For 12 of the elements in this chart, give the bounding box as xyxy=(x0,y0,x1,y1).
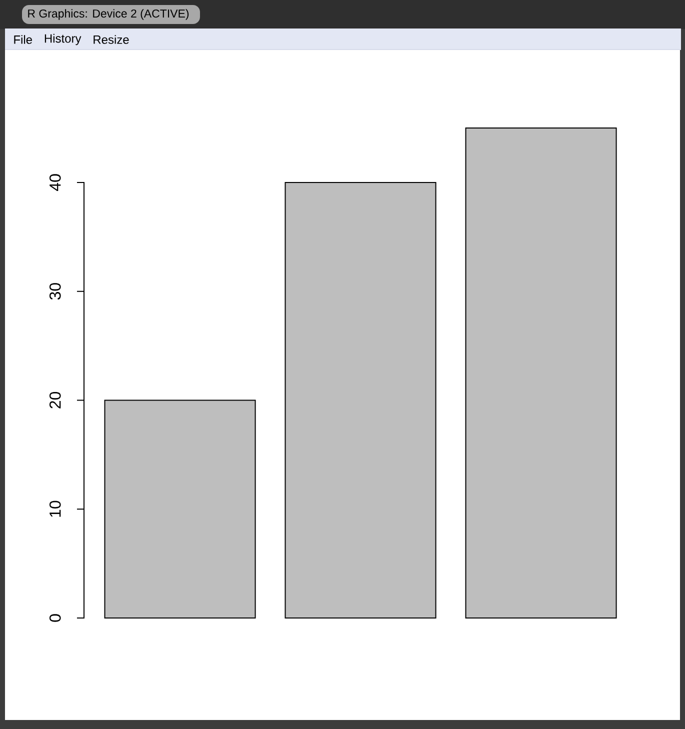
bar xyxy=(284,182,436,618)
text: Resize xyxy=(94,35,129,44)
y-tick-label: 30 xyxy=(49,283,61,300)
bar xyxy=(104,400,256,618)
text: History xyxy=(44,34,82,46)
bar xyxy=(465,128,617,618)
text: File xyxy=(14,35,32,44)
y-tick-label: 0 xyxy=(49,614,61,622)
y-tick-label: 10 xyxy=(49,500,61,517)
text: R Graphics: Device 2 (ACTIVE) xyxy=(28,9,189,20)
y-tick-label: 40 xyxy=(49,174,61,191)
y-tick-label: 20 xyxy=(49,392,61,408)
